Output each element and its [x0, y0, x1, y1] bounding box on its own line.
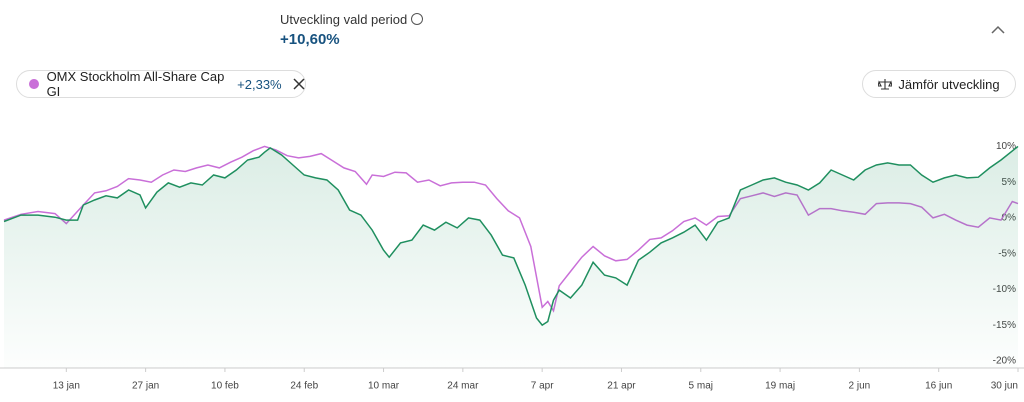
scale-icon: [878, 79, 893, 90]
x-tick-label: 30 jun: [991, 381, 1018, 392]
line: [3, 145, 1019, 327]
period-value: +10,60%: [280, 31, 340, 48]
y-tick-label: 10%: [996, 141, 1016, 152]
period-title: Utveckling vald period: [280, 12, 424, 27]
x-tick-label: 21 apr: [607, 381, 636, 392]
x-tick-label: 19 maj: [765, 381, 795, 392]
x-tick-label: 2 jun: [849, 381, 871, 392]
compare-label: Jämför utveckling: [898, 76, 1000, 92]
index-chip[interactable]: OMX Stockholm All-Share Cap GI +2,33%: [16, 69, 306, 99]
x-tick-label: 24 feb: [290, 381, 318, 392]
legend-change: +2,33%: [237, 76, 282, 92]
remove-icon[interactable]: [292, 77, 305, 91]
compare-button[interactable]: Jämför utveckling: [862, 70, 1016, 98]
x-tick-label: 27 jan: [132, 381, 159, 392]
x-tick-label: 16 jun: [925, 381, 952, 392]
collapse-chevron[interactable]: [990, 22, 1006, 38]
x-tick-label: 10 feb: [211, 381, 239, 392]
area: [4, 146, 1018, 368]
legend-name: OMX Stockholm All-Share Cap GI: [46, 69, 225, 99]
info-icon[interactable]: [411, 13, 424, 25]
x-tick-label: 7 apr: [531, 381, 554, 392]
x-tick-label: 10 mar: [368, 381, 400, 392]
legend-dot: [29, 79, 39, 89]
x-tick-label: 5 maj: [689, 381, 713, 392]
x-tick-label: 13 jan: [53, 381, 80, 392]
x-tick-label: 24 mar: [447, 381, 479, 392]
period-title-text: Utveckling vald period: [280, 12, 408, 27]
